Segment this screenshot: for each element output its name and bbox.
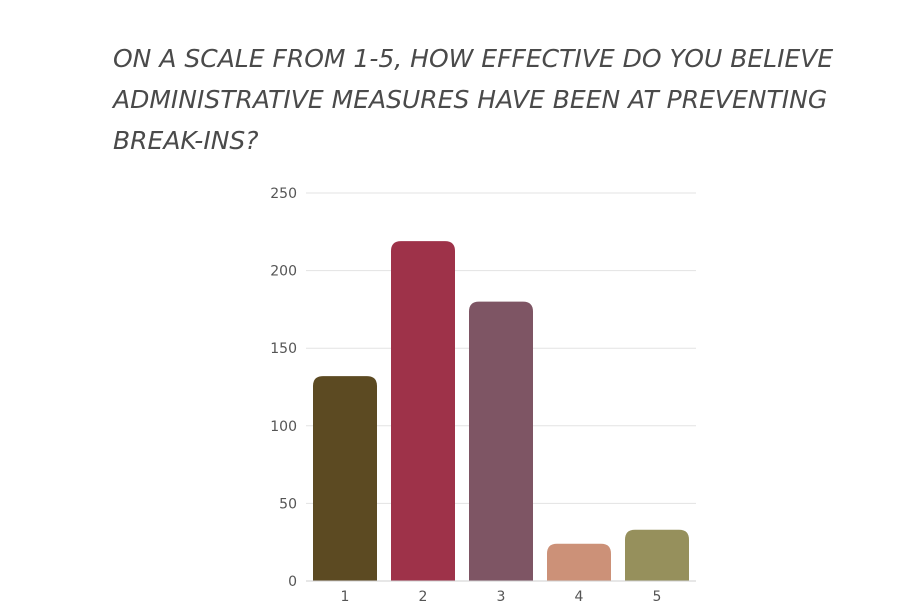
y-tick-label: 50 <box>279 496 297 512</box>
bar-5 <box>625 529 689 581</box>
y-tick-label: 200 <box>270 264 297 280</box>
x-tick-label: 3 <box>497 589 506 605</box>
chart-title: ON A SCALE FROM 1-5, HOW EFFECTIVE DO YO… <box>113 44 834 155</box>
y-tick-label: 100 <box>270 419 297 435</box>
y-tick-label: 150 <box>270 341 297 357</box>
y-tick-label: 250 <box>270 186 297 202</box>
x-tick-label: 5 <box>653 589 662 605</box>
bar-1 <box>313 376 377 581</box>
y-tick-labels: 0 50 100 150 200 250 <box>270 186 297 590</box>
bar-2 <box>391 241 455 581</box>
bar-4 <box>547 543 611 581</box>
bars <box>313 241 689 581</box>
x-tick-label: 1 <box>341 589 350 605</box>
bar-3 <box>469 301 533 581</box>
x-tick-labels: 1 2 3 4 5 <box>341 589 662 605</box>
x-tick-label: 2 <box>419 589 428 605</box>
y-tick-label: 0 <box>288 574 297 590</box>
x-tick-label: 4 <box>575 589 584 605</box>
